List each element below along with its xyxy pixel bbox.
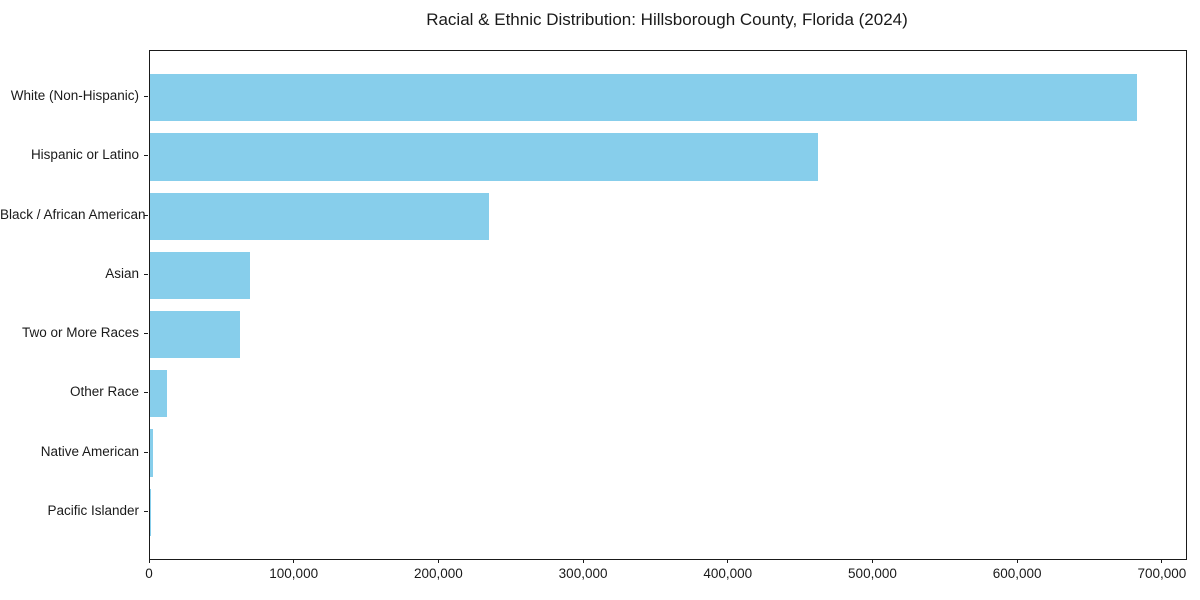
y-tick-mark (144, 96, 148, 98)
y-tick-mark (144, 155, 148, 157)
x-tick-label: 100,000 (269, 566, 319, 581)
y-tick-mark (144, 333, 148, 335)
bar-other-race (150, 370, 168, 418)
chart-title: Racial & Ethnic Distribution: Hillsborou… (426, 10, 908, 29)
x-tick-label: 200,000 (413, 566, 463, 581)
bar-asian (150, 251, 250, 300)
x-tick-mark (871, 559, 873, 563)
bar-pacific-islander (150, 488, 152, 536)
y-axis-label: Two or More Races (21, 325, 139, 341)
bar-black-african-american (150, 192, 489, 240)
y-axis-label: Other Race (69, 384, 139, 400)
y-tick-mark (144, 273, 148, 275)
x-tick-label: 400,000 (703, 566, 753, 581)
y-axis-label: Hispanic or Latino (30, 147, 139, 163)
x-tick-mark (1161, 559, 1163, 563)
bar-two-or-more-races (150, 310, 240, 359)
x-tick-label: 0 (145, 566, 153, 581)
y-tick-mark (144, 510, 148, 512)
x-tick-label: 300,000 (558, 566, 608, 581)
x-tick-mark (148, 559, 150, 563)
bar-native-american (150, 429, 153, 477)
y-axis-label: White (Non-Hispanic) (10, 88, 139, 104)
x-tick-label: 500,000 (848, 566, 897, 581)
x-tick-mark (293, 559, 295, 563)
y-axis-label: Pacific Islander (47, 502, 139, 518)
bar-hispanic-or-latino (150, 133, 819, 181)
y-axis-label: Black / African American (0, 206, 146, 222)
x-tick-label: 600,000 (992, 566, 1042, 581)
x-tick-mark (582, 559, 584, 563)
y-axis-label: Asian (105, 265, 139, 281)
x-tick-label: 700,000 (1137, 566, 1187, 581)
bar-white-non-hispanic (150, 74, 1137, 122)
y-tick-mark (144, 392, 148, 394)
plot-area (149, 50, 1187, 560)
y-axis-label: Native American (40, 443, 139, 459)
x-tick-mark (437, 559, 439, 563)
y-tick-mark (144, 214, 148, 216)
x-tick-mark (1016, 559, 1018, 563)
y-tick-mark (144, 451, 148, 453)
x-tick-mark (727, 559, 729, 563)
